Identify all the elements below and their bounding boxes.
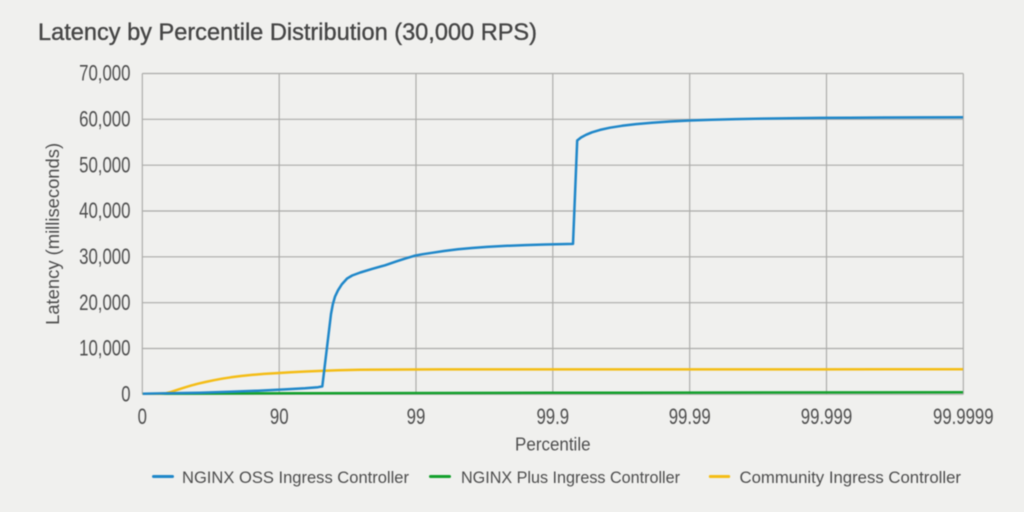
svg-text:60,000: 60,000 (79, 107, 130, 132)
svg-text:Percentile: Percentile (515, 434, 591, 454)
svg-text:0: 0 (121, 382, 130, 407)
svg-text:NGINX Plus Ingress Controller: NGINX Plus Ingress Controller (461, 469, 680, 487)
svg-text:99.9: 99.9 (536, 404, 569, 429)
svg-text:NGINX OSS Ingress Controller: NGINX OSS Ingress Controller (182, 469, 409, 487)
svg-text:20,000: 20,000 (79, 290, 130, 315)
svg-text:99.9999: 99.9999 (933, 404, 994, 429)
svg-text:90: 90 (270, 404, 289, 429)
svg-text:99.99: 99.99 (669, 404, 711, 429)
svg-text:99: 99 (407, 404, 426, 429)
svg-text:99.999: 99.999 (801, 404, 852, 429)
svg-text:40,000: 40,000 (79, 198, 130, 223)
svg-text:Latency by Percentile Distribu: Latency by Percentile Distribution (30,0… (38, 19, 537, 46)
svg-text:50,000: 50,000 (79, 152, 130, 177)
svg-text:30,000: 30,000 (79, 244, 130, 269)
svg-text:10,000: 10,000 (79, 336, 130, 361)
svg-text:Latency (milliseconds): Latency (milliseconds) (43, 143, 63, 325)
svg-text:70,000: 70,000 (79, 61, 130, 86)
svg-text:0: 0 (138, 404, 147, 429)
svg-text:Community Ingress Controller: Community Ingress Controller (740, 469, 962, 487)
